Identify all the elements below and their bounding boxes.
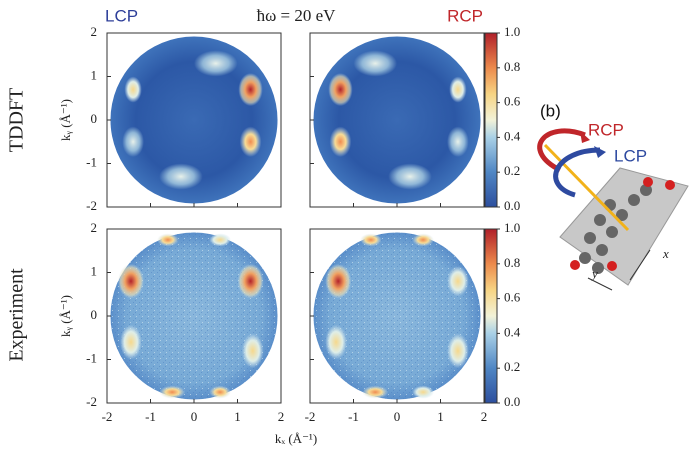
intensity-feature: [242, 333, 264, 368]
colorbar-tick-label: 0.4: [504, 324, 521, 339]
y-label: kᵧ (Å⁻¹): [58, 295, 74, 337]
colorbar-tick-label: 1.0: [504, 220, 520, 235]
intensity-feature: [209, 386, 231, 399]
intensity-feature: [362, 386, 388, 399]
intensity-feature: [159, 164, 203, 190]
colorbar-tick-label: 0.2: [504, 163, 520, 178]
y-tick-label: 0: [91, 111, 98, 126]
x-tick-label: 2: [481, 409, 488, 424]
inset-rcp: RCP: [588, 120, 624, 139]
x-tick-label: -1: [145, 409, 156, 424]
y-tick-label: 2: [91, 24, 98, 39]
title: ħω = 20 eV: [257, 6, 337, 25]
colorbar-tick-label: 1.0: [504, 24, 520, 39]
x-tick-label: 1: [437, 409, 444, 424]
y-tick-label: 1: [91, 263, 98, 278]
noise: [313, 232, 480, 399]
intensity-feature: [118, 264, 144, 299]
y-tick-label: -1: [86, 154, 97, 169]
intensity-feature: [449, 77, 466, 103]
colorbar-tick-label: 0.8: [504, 59, 520, 74]
colorbar-tick-label: 0.0: [504, 394, 520, 409]
intensity-feature: [412, 386, 434, 399]
x-tick-label: -2: [305, 409, 316, 424]
colorbar: [485, 229, 497, 403]
x-label: kₓ (Å⁻¹): [275, 431, 317, 446]
figure: -2 -1 0 1 2 kᵧ (Å⁻¹) 0.0 0.2 0.4 0.6 0.8 1.0 -2 -1 0 1 2…: [0, 0, 689, 452]
intensity-feature: [325, 264, 351, 299]
y-label: kᵧ (Å⁻¹): [58, 99, 74, 141]
inset-label: (b): [540, 101, 561, 120]
intensity-feature: [388, 164, 432, 190]
y-tick-label: 1: [91, 67, 98, 82]
intensity-feature: [209, 233, 231, 246]
x-tick-label: -2: [102, 409, 113, 424]
intensity-feature: [238, 73, 262, 106]
intensity-feature: [360, 233, 382, 246]
x-tick-label: 0: [191, 409, 198, 424]
column-label: RCP: [447, 6, 483, 25]
intensity-feature: [447, 266, 469, 296]
column-label: LCP: [105, 6, 138, 25]
colorbar-tick-label: 0.0: [504, 198, 520, 213]
intensity-feature: [325, 325, 347, 360]
inset-y: y: [590, 266, 598, 281]
y-tick-label: -1: [86, 350, 97, 365]
intensity-feature: [194, 50, 238, 76]
intensity-feature: [240, 127, 262, 157]
intensity-feature: [122, 127, 144, 157]
colorbar-tick-label: 0.6: [504, 94, 521, 109]
colorbar-tick-label: 0.4: [504, 128, 521, 143]
colorbar: [485, 33, 497, 207]
intensity-feature: [447, 127, 469, 157]
intensity-feature: [447, 333, 469, 368]
panels: -2 -1 0 1 2 kᵧ (Å⁻¹) 0.0 0.2 0.4 0.6 0.8 1.0 -2 -1 0 1 2…: [58, 24, 521, 424]
y-tick-label: -2: [86, 394, 97, 409]
x-tick-label: 1: [234, 409, 241, 424]
x-tick-label: -1: [348, 409, 359, 424]
intensity-feature: [412, 233, 434, 246]
y-tick-label: 0: [91, 307, 98, 322]
intensity-feature: [157, 233, 179, 246]
x-tick-label: 2: [278, 409, 285, 424]
intensity-feature: [354, 50, 398, 76]
x-tick-label: 0: [394, 409, 401, 424]
y-tick-label: -2: [86, 198, 97, 213]
intensity-feature: [330, 127, 352, 157]
intensity-feature: [238, 264, 264, 299]
inset-lcp: LCP: [614, 146, 647, 165]
noise: [110, 232, 277, 399]
y-tick-label: 2: [91, 220, 98, 235]
colorbar-tick-label: 0.2: [504, 359, 520, 374]
intensity-feature: [159, 386, 185, 399]
row-label: Experiment: [6, 268, 28, 362]
intensity-feature: [328, 73, 352, 106]
inset-x: x: [662, 246, 669, 261]
row-label: TDDFT: [6, 88, 28, 152]
colorbar-tick-label: 0.6: [504, 290, 521, 305]
colorbar-tick-label: 0.8: [504, 255, 520, 270]
intensity-feature: [124, 77, 141, 103]
intensity-feature: [120, 325, 142, 360]
